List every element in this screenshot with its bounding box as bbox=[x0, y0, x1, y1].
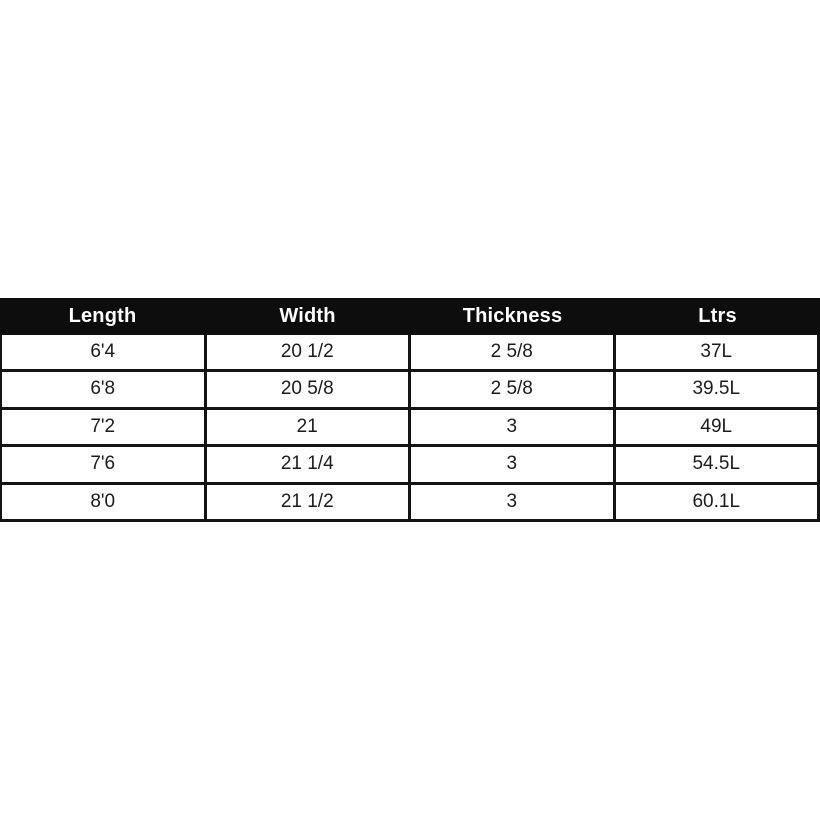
table-cell: 2 5/8 bbox=[411, 372, 616, 407]
table-row: 8'0 21 1/2 3 60.1L bbox=[2, 484, 817, 522]
table-cell: 3 bbox=[411, 447, 616, 482]
table-row: 6'4 20 1/2 2 5/8 37L bbox=[2, 335, 817, 373]
table-cell: 54.5L bbox=[692, 453, 741, 475]
table-cell: 20 1/2 bbox=[207, 335, 411, 370]
table-cell: 39.5L bbox=[692, 378, 741, 400]
table-cell: 21 bbox=[207, 409, 411, 445]
table-cell: 6'8 bbox=[2, 372, 207, 407]
table-cell: 3 bbox=[411, 409, 616, 445]
table-cell: 2 5/8 bbox=[411, 335, 616, 370]
table-cell: 21 1/4 bbox=[207, 447, 411, 482]
table-cell: 21 1/2 bbox=[207, 484, 411, 519]
table-cell: 60.1L bbox=[692, 490, 741, 512]
table-cell: 49L bbox=[700, 415, 733, 437]
table-header-row: Length Width Thickness Ltrs bbox=[0, 298, 820, 335]
table-row: 7'6 21 1/4 3 54.5L bbox=[2, 447, 817, 485]
column-header-width: Width bbox=[279, 305, 336, 327]
table-row: 7'2 21 3 49L bbox=[2, 409, 817, 448]
table-cell: 6'4 bbox=[2, 335, 207, 370]
table-cell: 8'0 bbox=[2, 484, 207, 519]
column-header-thickness: Thickness bbox=[462, 305, 563, 327]
table-cell: 7'6 bbox=[2, 447, 207, 482]
table-cell: 20 5/8 bbox=[207, 372, 411, 407]
board-dimensions-table: Length Width Thickness Ltrs 6'4 20 1/2 2 5… bbox=[0, 298, 820, 522]
column-header-ltrs: Ltrs bbox=[698, 305, 737, 327]
table-body: 6'4 20 1/2 2 5/8 37L 6'8 20 5/8 2 5/8 39.5L 7'2 2… bbox=[0, 335, 820, 522]
table-cell: 37L bbox=[700, 341, 733, 362]
table-row: 6'8 20 5/8 2 5/8 39.5L bbox=[2, 372, 817, 410]
table-cell: 7'2 bbox=[2, 409, 207, 445]
column-header-length: Length bbox=[68, 305, 137, 327]
table-cell: 3 bbox=[411, 484, 616, 519]
